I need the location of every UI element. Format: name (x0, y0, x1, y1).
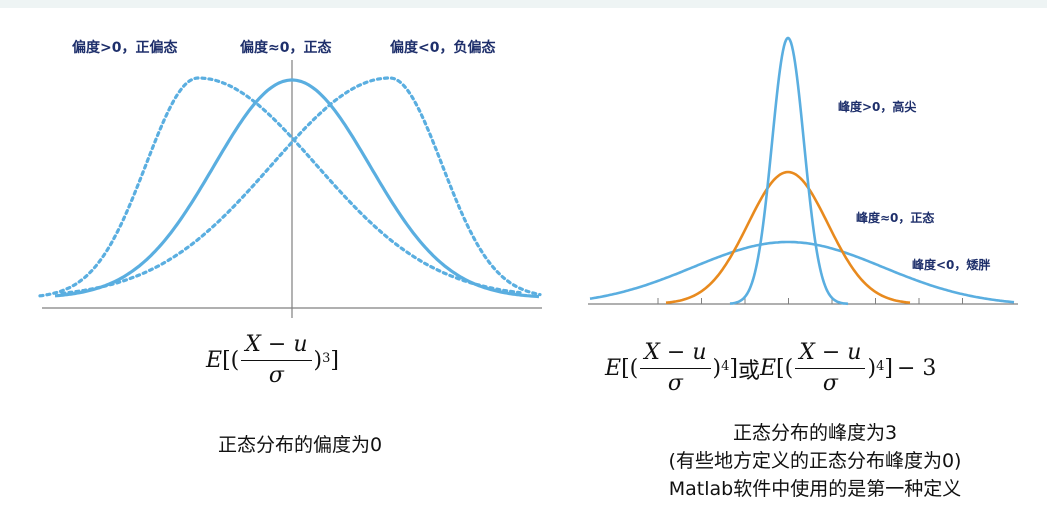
skewness-caption: 正态分布的偏度为0 (217, 434, 383, 456)
formula-open-2: [( (776, 356, 794, 381)
kurtosis-caption-line3: Matlab软件中使用的是第一种定义 (668, 478, 962, 500)
formula-expectation-1: E (605, 356, 622, 381)
formula-expectation: E (206, 348, 223, 373)
label-high-kurtosis: 峰度>0，高尖 (838, 100, 917, 114)
formula-power-2: 4 (876, 359, 885, 374)
formula-fraction-2: X − u σ (795, 340, 866, 397)
kurt-axis-ticks (657, 298, 963, 304)
curve-leptokurtic (729, 36, 849, 306)
formula-power-1: 4 (721, 359, 730, 374)
formula-close: ) (313, 348, 323, 373)
formula-numerator-1: X − u (640, 340, 711, 369)
kurtosis-formula: E [( X − u σ ) 4] 或 E [( X − u σ ) 4] − 3 (605, 340, 936, 397)
formula-fraction: X − u σ (241, 332, 312, 389)
formula-expectation-2: E (759, 356, 777, 381)
skewness-formula: E [( X − u σ ) 3] (206, 332, 339, 389)
curve-platykurtic (589, 240, 1015, 304)
kurtosis-caption-line1: 正态分布的峰度为3 (732, 422, 898, 444)
formula-numerator: X − u (241, 332, 312, 361)
formula-close-2: ) (867, 356, 877, 381)
curve-mesokurtic (665, 170, 911, 304)
formula-or: 或 (737, 358, 760, 384)
formula-denominator-1: σ (667, 371, 683, 396)
formula-denominator-2: σ (822, 371, 838, 396)
label-positive-skew: 偏度>0，正偏态 (72, 40, 178, 56)
formula-numerator-2: X − u (795, 340, 866, 369)
curve-positive-skew (38, 76, 522, 298)
formula-denominator: σ (268, 363, 284, 388)
formula-open-1: [( (621, 356, 639, 381)
label-normal-kurtosis: 峰度≈0，正态 (856, 211, 935, 225)
formula-minus-three: − 3 (896, 356, 937, 381)
formula-end-1: ] (729, 356, 738, 381)
label-zero-skew: 偏度≈0，正态 (240, 40, 332, 56)
top-band (0, 0, 1047, 8)
curve-normal (54, 78, 540, 299)
formula-open: [( (222, 348, 240, 373)
formula-power: 3 (322, 351, 331, 366)
formula-fraction-1: X − u σ (640, 340, 711, 397)
label-low-kurtosis: 峰度<0，矮胖 (912, 258, 991, 272)
distribution-diagrams (38, 36, 1018, 318)
skewness-diagram (38, 60, 542, 318)
kurtosis-caption-line2: (有些地方定义的正态分布峰度为0) (668, 450, 962, 472)
formula-end: ] (330, 348, 339, 373)
kurtosis-diagram (588, 36, 1018, 306)
label-negative-skew: 偏度<0，负偏态 (390, 40, 496, 56)
formula-end-2: ] (884, 356, 893, 381)
formula-close-1: ) (712, 356, 722, 381)
curve-negative-skew (60, 76, 542, 297)
